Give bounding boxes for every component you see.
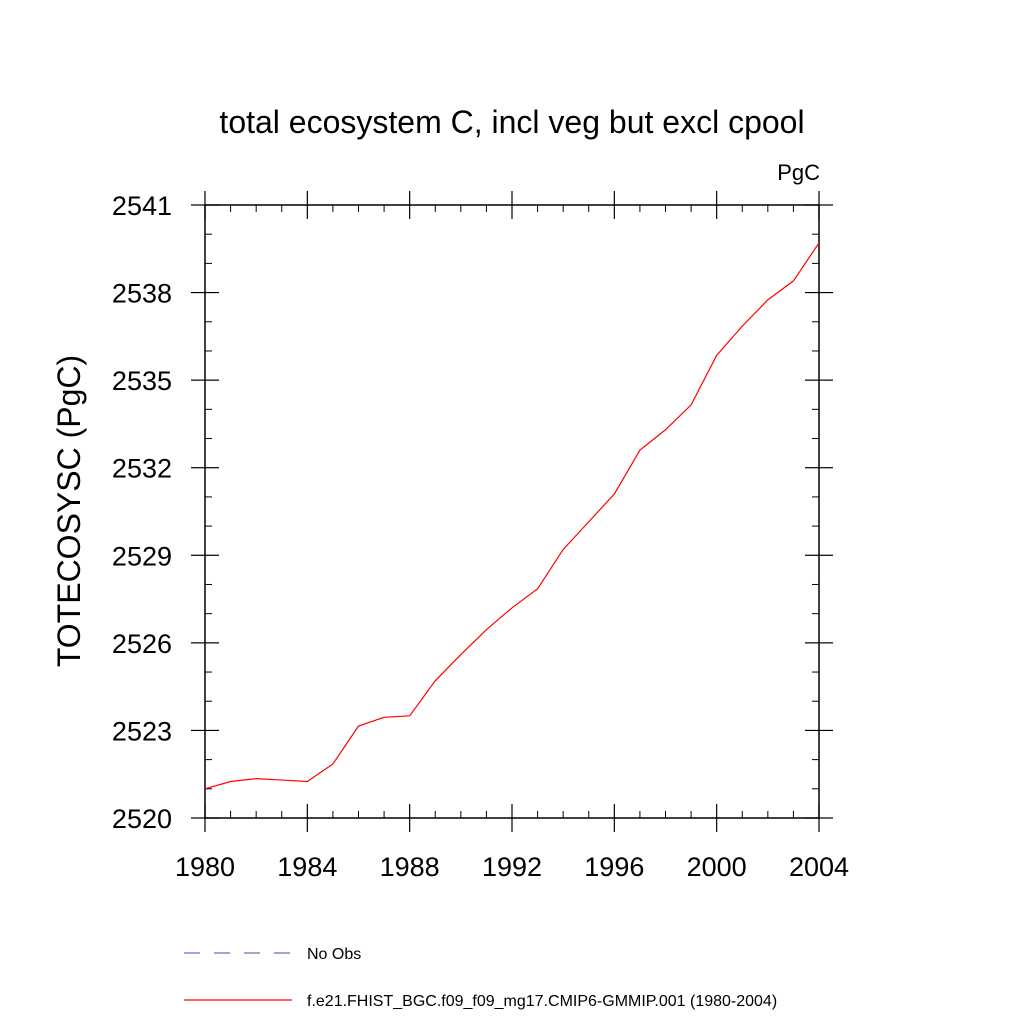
legend-label-1: f.e21.FHIST_BGC.f09_f09_mg17.CMIP6-GMMIP… <box>307 993 777 1010</box>
y-tick-label: 2535 <box>112 366 172 396</box>
series-lines <box>204 242 820 790</box>
x-tick-label: 2004 <box>789 852 849 882</box>
y-tick-label: 2541 <box>112 191 172 221</box>
y-axis-label: TOTECOSYSC (PgC) <box>51 355 87 667</box>
y-tick-label: 2538 <box>112 279 172 309</box>
x-tick-label: 1988 <box>380 852 440 882</box>
y-tick-label: 2532 <box>112 454 172 484</box>
x-tick-label: 1984 <box>277 852 337 882</box>
x-tick-label: 1992 <box>482 852 542 882</box>
legend-label-0: No Obs <box>307 946 361 963</box>
plot-frame <box>204 204 820 819</box>
x-tick-label: 2000 <box>687 852 747 882</box>
series-line-1 <box>204 242 820 790</box>
units-label: PgC <box>777 160 820 185</box>
legend: No Obs f.e21.FHIST_BGC.f09_f09_mg17.CMIP6… <box>184 946 777 1010</box>
y-tick-label: 2529 <box>112 541 172 571</box>
chart-title: total ecosystem C, incl veg but excl cpo… <box>219 104 804 140</box>
axis-tick-labels: 1980 1984 1988 1992 1996 2000 2004 2520 2523 2526… <box>112 191 849 882</box>
y-tick-label: 2523 <box>112 716 172 746</box>
axis-ticks <box>191 191 833 832</box>
x-tick-label: 1980 <box>175 852 235 882</box>
y-tick-label: 2520 <box>112 804 172 834</box>
y-tick-label: 2526 <box>112 629 172 659</box>
x-tick-label: 1996 <box>584 852 644 882</box>
